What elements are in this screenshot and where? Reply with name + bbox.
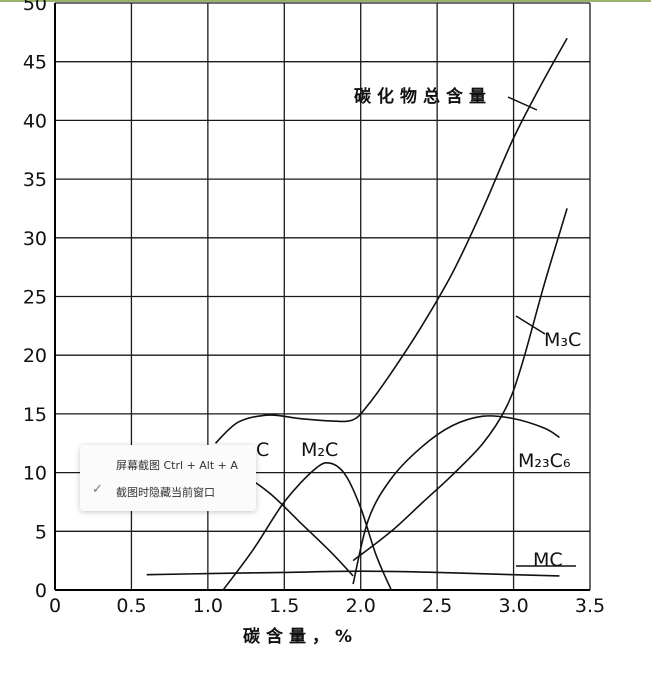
check-icon: ✓ [92,482,103,497]
y-tick-label: 30 [23,228,47,250]
context-menu-popup: 屏幕截图 Ctrl + Alt + A ✓ 截图时隐藏当前窗口 [80,445,256,511]
menu-item-hide-window[interactable]: 截图时隐藏当前窗口 [116,486,215,499]
y-tick-label: 45 [23,52,47,74]
y-tick-label: 20 [23,345,47,367]
grid [54,2,591,591]
x-tick-label: 1.5 [269,595,299,617]
label-m3c: M₃C [544,329,581,351]
series-m2c [222,461,393,591]
series-mc [146,570,560,577]
y-tick-label: 40 [23,110,47,132]
x-tick-labels: 0 0.5 1.0 1.5 2.0 2.5 3.0 3.5 [49,595,605,617]
top-border [0,0,651,2]
x-tick-label: 1.0 [193,595,223,617]
series-lines [146,37,568,591]
y-tick-label: 5 [35,521,47,543]
y-tick-label: 15 [23,404,47,426]
x-tick-label: 2.5 [422,595,452,617]
menu-item-screenshot[interactable]: 屏幕截图 Ctrl + Alt + A [116,459,238,472]
label-c-partial: C [256,439,269,461]
series-total-carbide [214,37,568,444]
x-tick-label: 0 [49,595,61,617]
label-m2c: M₂C [301,439,338,461]
y-tick-labels: 0 5 10 15 20 25 30 35 40 45 50 [23,0,47,602]
y-tick-label: 10 [23,463,47,485]
x-axis-label: 碳含量，% [243,626,358,647]
x-tick-label: 0.5 [116,595,146,617]
y-tick-label: 0 [35,580,47,602]
axes [54,3,590,591]
label-mc: MC [533,549,563,571]
leader-total [507,96,538,111]
x-tick-label: 3.0 [498,595,528,617]
y-tick-label: 50 [23,0,47,15]
y-tick-label: 25 [23,287,47,309]
y-tick-label: 35 [23,169,47,191]
series-m23c6 [352,415,560,585]
leader-m3c [515,315,546,335]
x-tick-label: 2.0 [346,595,376,617]
series-m3c [352,208,568,562]
label-m23c6: M₂₃C₆ [518,450,571,472]
x-tick-label: 3.5 [575,595,605,617]
label-total-carbide: 碳化物总含量 [354,86,492,107]
